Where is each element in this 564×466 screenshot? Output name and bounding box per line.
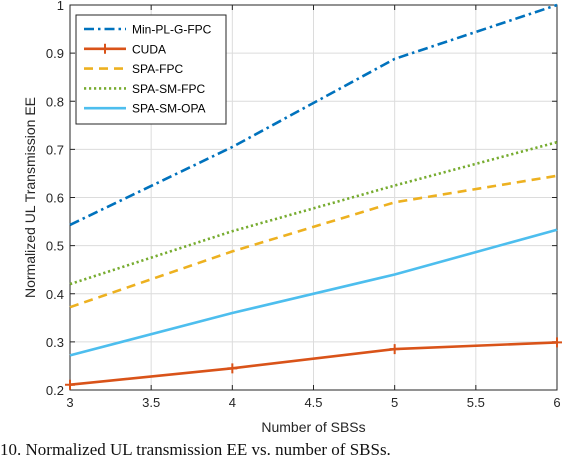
y-tick-label: 0.5 xyxy=(46,239,64,254)
y-tick-label: 0.8 xyxy=(46,94,64,109)
y-tick-label: 0.9 xyxy=(46,46,64,61)
series-line-min-pl-g-fpc xyxy=(69,3,558,227)
legend-label: SPA-SM-OPA xyxy=(132,102,206,116)
x-tick-label: 3 xyxy=(66,395,73,410)
x-tick-label: 5.5 xyxy=(467,395,485,410)
data-point-marker xyxy=(65,379,75,390)
grid xyxy=(69,4,558,391)
y-tick-label: 0.4 xyxy=(46,287,64,302)
x-tick-label: 5 xyxy=(391,395,398,410)
series-line-spa-fpc xyxy=(69,174,558,309)
data-point-marker xyxy=(552,337,562,348)
x-tick-label: 4.5 xyxy=(304,395,322,410)
series-line-spa-sm-fpc xyxy=(69,140,558,286)
y-tick-label: 0.3 xyxy=(46,335,64,350)
y-axis-label: Normalized UL Transmission EE xyxy=(22,97,38,298)
series-line-spa-sm-opa xyxy=(69,228,558,357)
x-axis-label: Number of SBSs xyxy=(261,419,365,435)
legend: Min-PL-G-FPC CUDA SPA-FPC SPA-SM-FPC SPA-SM-… xyxy=(75,14,227,125)
data-point-marker xyxy=(227,363,238,374)
y-tick-label: 1 xyxy=(57,0,64,13)
x-tick-label: 6 xyxy=(553,395,560,410)
y-tick-label: 0.7 xyxy=(46,142,64,157)
x-tick-label: 3.5 xyxy=(142,395,160,410)
legend-marker xyxy=(100,43,110,54)
legend-label: SPA-SM-FPC xyxy=(132,82,205,96)
data-point-marker xyxy=(389,344,400,355)
figure-caption: 10. Normalized UL transmission EE vs. nu… xyxy=(0,440,391,459)
legend-label: SPA-FPC xyxy=(132,62,183,76)
legend-label: Min-PL-G-FPC xyxy=(132,23,212,37)
y-tick-label: 0.2 xyxy=(46,383,64,398)
x-tick-label: 4 xyxy=(229,395,236,410)
series-line-cuda xyxy=(69,341,558,386)
legend-label: CUDA xyxy=(132,42,166,56)
series-lines xyxy=(65,3,562,390)
axis-ticks: 3 3.5 4 4.5 5 5.5 6 0.2 0.3 0.4 0.5 0.6 0.7 0.8 0.9 1 xyxy=(46,0,561,410)
y-tick-label: 0.6 xyxy=(46,191,64,206)
line-chart: 3 3.5 4 4.5 5 5.5 6 0.2 0.3 0.4 0.5 0.6 0.7 0.8 0.9 1 N… xyxy=(22,0,562,435)
